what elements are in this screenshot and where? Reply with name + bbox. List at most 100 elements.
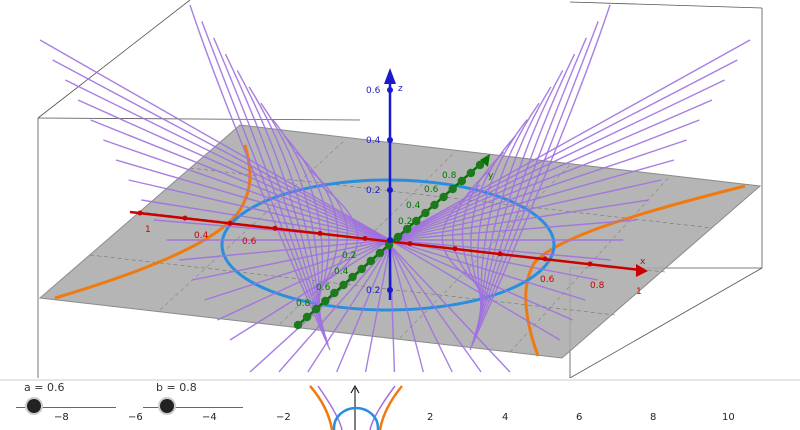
axis-tick-dot <box>375 248 385 258</box>
slider-b-handle[interactable] <box>160 399 174 413</box>
axis-tick-dot <box>317 230 323 236</box>
x-axis-label: x <box>640 257 646 267</box>
surface-mesh-line <box>469 4 611 351</box>
x-tick-label: 1 <box>145 225 151 235</box>
slider-a-handle[interactable] <box>27 399 41 413</box>
y-tick-label: 0.8 <box>442 171 457 181</box>
surface-mesh-line <box>389 219 637 241</box>
surface-mesh-line <box>389 239 586 301</box>
x-tick-label-2d: 10 <box>722 412 735 423</box>
axis-tick-dot <box>475 160 485 170</box>
x-tick-label: 0.6 <box>540 275 555 285</box>
surface-mesh-line <box>179 239 391 261</box>
clipping-box <box>37 0 763 378</box>
x-tick-label-2d: −6 <box>128 412 143 423</box>
x-tick-label: 1 <box>636 287 642 297</box>
surface-mesh-line <box>389 39 751 241</box>
surface-mesh-line <box>65 79 391 241</box>
y-tick-label: 0.8 <box>296 299 311 309</box>
axis-tick-dot <box>393 232 403 242</box>
surface-mesh-line <box>309 184 359 291</box>
surface-mesh-line <box>248 86 322 323</box>
surface-mesh-line <box>478 86 552 323</box>
surface-mesh-line <box>307 244 391 373</box>
axis-tick-dot <box>321 296 330 306</box>
z-tick-label: 0.2 <box>366 186 380 196</box>
surface-mesh-line <box>217 239 391 321</box>
axis-tick-dot <box>439 192 448 202</box>
surface-mesh-line <box>204 239 391 301</box>
axis-tick-dot <box>542 256 548 262</box>
y-tick-label: 0.2 <box>342 251 356 261</box>
surface-mesh-line <box>389 79 725 241</box>
x-tick-label-2d: −4 <box>202 412 217 423</box>
graphics-2d-canvas <box>0 379 800 430</box>
axis-tick-dot <box>448 184 457 194</box>
axis-tick-dot <box>302 312 312 322</box>
y-tick-label: 0.4 <box>406 201 421 211</box>
axis-tick-dot <box>387 287 393 293</box>
y-tick-label: 0.2 <box>398 217 412 227</box>
axis-tick-dot <box>366 256 375 266</box>
axis-tick-dot <box>387 137 393 143</box>
surface-mesh-line <box>472 37 588 340</box>
x-tick-label-2d: 8 <box>650 412 657 423</box>
axis-tick-dot <box>497 251 503 257</box>
surface-mesh-line <box>389 99 713 241</box>
slider-a-track[interactable] <box>16 407 116 408</box>
x-axis: x 0.6 0.8 1 0.6 0.4 1 <box>129 210 648 297</box>
surface-mesh-line <box>90 119 391 241</box>
x-tick-label: 0.6 <box>242 237 257 247</box>
x-tick-label: 0.4 <box>194 231 209 241</box>
surface-mesh-line <box>103 139 391 241</box>
surface-mesh-line <box>389 119 700 241</box>
axis-tick-dot <box>466 168 476 178</box>
surface-mesh-line <box>336 244 391 373</box>
surface-mesh-line <box>77 99 391 241</box>
surface-mesh-line <box>236 70 324 329</box>
surface-mesh-line <box>389 244 425 373</box>
axis-tick-dot <box>227 220 233 226</box>
axis-tick-dot <box>387 87 393 93</box>
axis-tick-dot <box>407 241 413 247</box>
axis-tick-dot <box>339 280 348 290</box>
surface-mesh-line <box>480 102 540 318</box>
x-tick-label-2d: −8 <box>54 412 69 423</box>
x-tick-label: 0.8 <box>590 281 605 291</box>
surface-mesh-line <box>389 199 649 241</box>
surface-mesh-line <box>389 159 675 241</box>
slider-b-track[interactable] <box>143 407 243 408</box>
ellipse-curve <box>220 178 556 312</box>
z-tick-label: 0.2 <box>366 286 380 296</box>
axis-tick-dot <box>362 236 368 241</box>
x-tick-label-2d: −2 <box>276 412 291 423</box>
axis-tick-dot <box>182 215 188 221</box>
x-tick-label-2d: 6 <box>576 412 583 423</box>
surface-mesh-line <box>389 59 738 241</box>
axis-tick-dot <box>137 210 143 216</box>
surface-mesh-line <box>389 244 453 373</box>
y-tick-label: 0.4 <box>334 267 349 277</box>
z-axis-label: z <box>398 84 403 94</box>
graphics-2d-view[interactable]: −8 −6 −4 −2 2 4 6 8 10 a = 0.6 b = 0.8 <box>0 378 800 430</box>
y-tick-label: 0.6 <box>424 185 439 195</box>
surface-mesh-line <box>471 21 599 345</box>
axis-tick-dot <box>384 240 394 250</box>
axis-tick-dot <box>330 288 339 298</box>
axis-tick-dot <box>387 187 393 193</box>
axis-tick-dot <box>293 320 303 330</box>
graphics-3d-view[interactable]: x 0.6 0.8 1 0.6 0.4 1 y 0.8 0.6 0.4 0.2 … <box>0 0 800 378</box>
axis-tick-dot <box>387 237 393 243</box>
axis-tick-dot <box>403 224 412 234</box>
surface-mesh-line <box>260 102 320 318</box>
ellipse-2d <box>332 406 380 430</box>
z-tick-label: 0.4 <box>366 136 381 146</box>
hyperbola-2d <box>378 385 403 430</box>
axis-tick-dot <box>312 304 321 314</box>
x-tick-label-2d: 4 <box>502 412 509 423</box>
axis-tick-markers <box>137 87 593 330</box>
surface-mesh-line <box>476 70 564 329</box>
x-tick-label-2d: 2 <box>427 412 434 423</box>
surface-trace-2d <box>317 385 343 430</box>
